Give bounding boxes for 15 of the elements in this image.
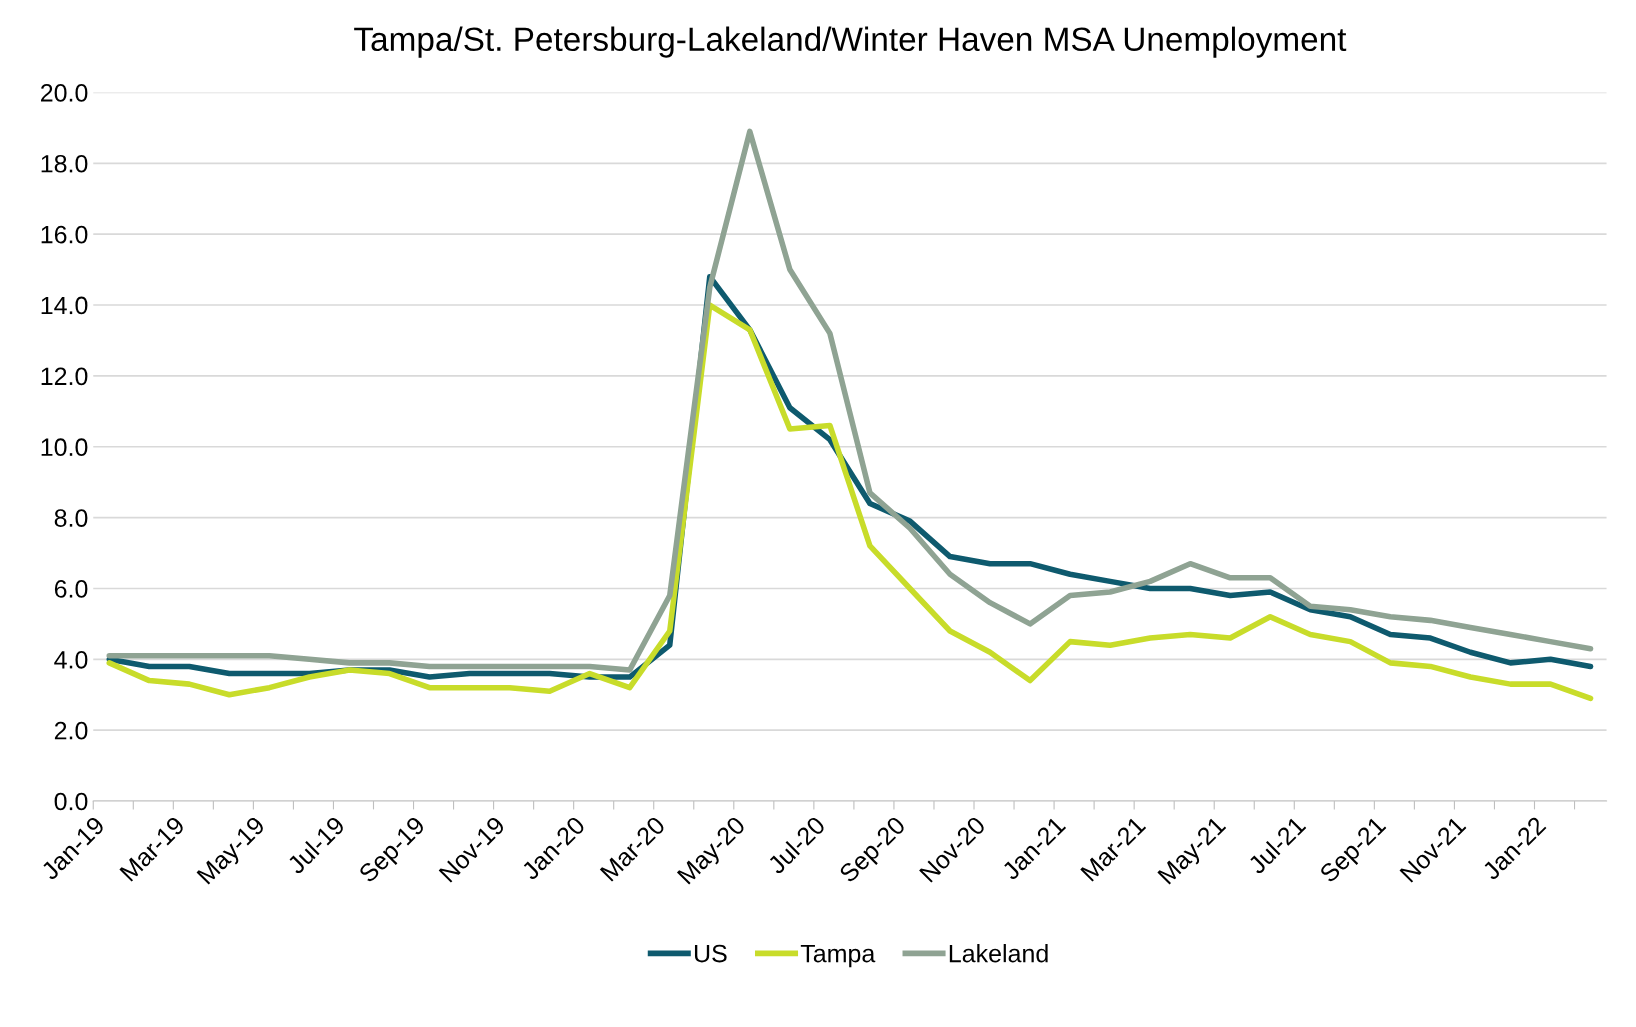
legend-label: Tampa [800,944,876,968]
y-tick-label: 16.0 [41,225,88,244]
y-tick-label: 2.0 [54,721,88,740]
y-tick-label: 8.0 [54,509,88,527]
y-tick-label: 14.0 [41,296,88,315]
legend-label: Lakeland [949,944,1048,963]
y-tick-label: 18.0 [41,154,88,173]
legend-label: US [694,944,727,963]
y-tick-label: 0.0 [54,792,88,811]
chart-title: Tampa/St. Petersburg-Lakeland/Winter Haven MSA Unemployment [354,26,1347,58]
y-tick-label: 20.0 [41,84,88,102]
y-tick-label: 10.0 [41,438,88,457]
y-tick-label: 4.0 [54,650,88,669]
y-tick-label: 6.0 [54,580,88,598]
y-tick-label: 12.0 [41,367,88,386]
